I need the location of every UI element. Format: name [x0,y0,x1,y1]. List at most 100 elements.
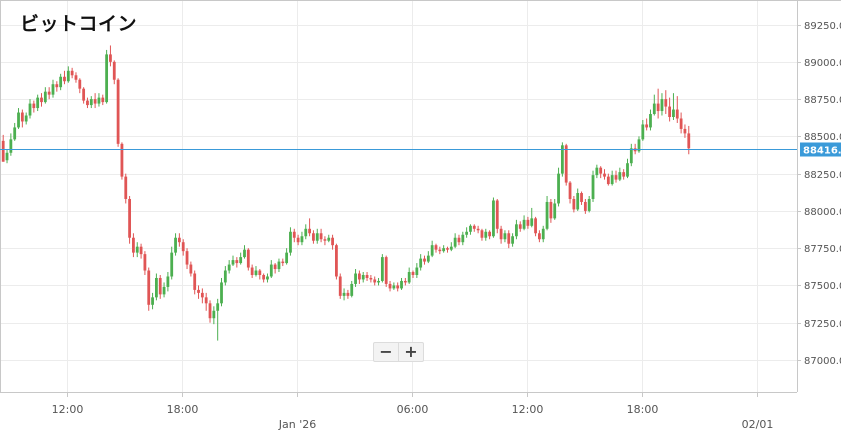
candle-body [495,200,499,229]
candle-body [415,267,419,275]
candle-body [361,274,365,280]
candle-body [70,70,74,76]
candle-body [55,84,59,88]
candle-body [97,97,101,104]
x-tick-label: Jan '26 [278,418,316,431]
candle-body [323,239,327,241]
candle-body [74,75,78,80]
candle-body [603,173,606,177]
candle-body [269,264,273,277]
candle-body [484,231,488,238]
zoom-controls: − + [373,342,424,362]
y-tick-label: 87750.0 [804,244,841,255]
candle-body [51,84,55,95]
candle-body [212,310,216,319]
candle-body [645,124,649,128]
current-price-badge [800,142,841,157]
candle-body [457,237,461,243]
candle-body [668,106,672,118]
candle-body [281,261,285,264]
candle-body [116,79,120,144]
candle-body [124,176,128,199]
candle-body [591,175,595,199]
x-tick-label: 12:00 [52,403,84,416]
candle-body [538,233,541,240]
candle-body [273,264,277,270]
candle-body [656,103,660,112]
candle-body [357,273,361,280]
candle-body [488,231,492,237]
candle-body [47,91,51,95]
candle-body [89,99,93,106]
candle-body [572,198,576,210]
candle-body [649,114,652,128]
y-tick-label: 89250.0 [804,21,841,32]
candle-body [177,237,181,243]
candle-body [86,100,89,106]
candle-body [158,277,162,295]
candle-body [135,246,139,253]
candle-body [442,248,446,252]
axes: 89250.0 89000.0 88750.0 88500.0 88250.0 88000… [0,0,841,431]
candle-body [231,260,235,265]
y-tick-label: 88750.0 [804,95,841,106]
candle-body [503,233,507,240]
candle-body [583,201,587,211]
candles [1,45,691,341]
chart-title: ビットコイン [20,13,138,35]
candle-body [518,224,522,229]
grid [0,0,797,392]
candle-body [338,276,342,296]
x-tick-label: 06:00 [397,403,429,416]
candle-body [476,228,480,231]
candle-body [346,292,350,296]
y-tick-label: 89000.0 [804,58,841,69]
candle-body [660,99,664,112]
candle-body [101,97,105,103]
candle-body [610,175,614,185]
candle-body [557,173,560,204]
zoom-out-button[interactable]: − [379,342,393,361]
candle-body [515,224,518,237]
candle-body [319,233,323,240]
candle-body [308,228,311,234]
candle-body [300,236,304,243]
candle-body [227,264,231,271]
candle-body [664,99,668,107]
candle-body [63,76,66,82]
zoom-in-button[interactable]: + [398,343,423,361]
candle-body [606,176,610,185]
candle-body [641,124,645,140]
candle-body [472,225,476,229]
candle-body [683,128,687,134]
candle-body [304,228,308,237]
candle-body [687,133,691,149]
candle-body [419,258,423,268]
candle-body [400,280,403,289]
y-tick-label: 88500.0 [804,132,841,143]
candle-body [465,231,469,235]
candle-body [380,257,384,281]
candle-body [480,230,484,238]
candle-body [461,234,465,243]
candle-body [335,245,338,277]
candle-body [204,297,208,304]
candle-body [193,273,197,290]
candle-body [587,198,591,211]
y-tick-label: 87500.0 [804,281,841,292]
candle-body [170,252,174,277]
candle-body [112,61,116,80]
candle-body [143,254,147,271]
candle-body [9,139,13,153]
candle-body [576,193,580,210]
candle-body [453,237,457,247]
candle-body [637,139,641,152]
candle-body [147,270,151,305]
candle-body [243,249,246,258]
candle-body [629,148,633,164]
candle-body [564,145,568,183]
candle-body [28,103,32,116]
candle-body [208,303,212,319]
